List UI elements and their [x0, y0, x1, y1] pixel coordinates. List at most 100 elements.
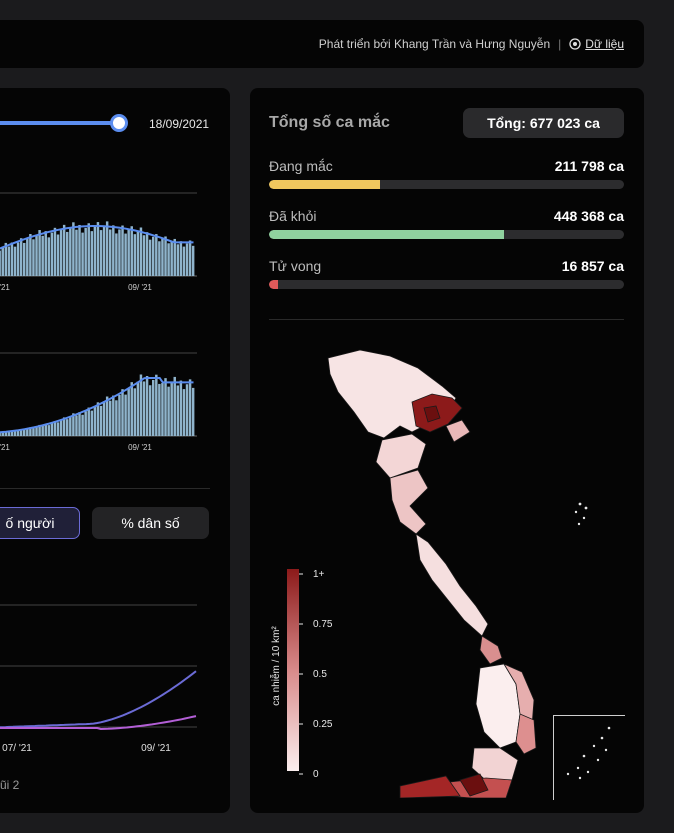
trend-line: [0, 377, 194, 434]
chart-bar: [10, 430, 14, 436]
chart-bar: [127, 388, 130, 436]
chart-bar: [188, 240, 192, 276]
chart-bar: [16, 430, 20, 436]
x-tick-label: 07/ '21: [0, 443, 10, 452]
chart-bar: [1, 246, 4, 276]
chart-bar: [53, 420, 57, 436]
x-tick-label: 07/ '21: [2, 743, 32, 753]
chart-bar: [78, 224, 81, 276]
chart-bar: [105, 396, 109, 436]
chart-bar: [152, 236, 155, 276]
map-region-north-coast: [445, 419, 471, 443]
chart-bar: [81, 232, 84, 276]
chart-bar: [145, 376, 149, 436]
dose-legend-label: n mũi 2: [0, 778, 20, 792]
chart-bar: [133, 234, 137, 276]
chart-bar: [75, 229, 78, 276]
chart-bar: [102, 401, 106, 436]
chart-bar: [115, 233, 118, 276]
chart-bar: [173, 376, 176, 436]
map-region-mekong: [399, 775, 461, 798]
chart-bar: [155, 374, 158, 436]
date-slider-track[interactable]: [0, 121, 117, 125]
chart-bar: [99, 405, 103, 436]
chart-bar: [29, 427, 32, 436]
chart-bar: [109, 400, 112, 436]
total-badge: Tổng: 677 023 ca: [463, 108, 624, 138]
chart-bar: [69, 227, 72, 276]
chart-bar: [121, 225, 124, 276]
x-tick-label: 09/ '21: [128, 283, 152, 292]
x-tick-label: 09/ '21: [128, 443, 152, 452]
chart-bar: [142, 381, 146, 436]
islands-inset: [553, 715, 625, 800]
chart-bar: [118, 229, 121, 276]
chart-bar: [139, 374, 143, 436]
legend-title: ca nhiễm / 10 km²: [269, 626, 282, 706]
chart-bar: [115, 400, 118, 436]
section-divider: [269, 319, 624, 320]
chart-bar: [50, 423, 54, 436]
chart-bar: [161, 383, 164, 436]
chart-bar: [56, 422, 60, 436]
stat-value: 211 798 ca: [554, 158, 624, 174]
chart-bar: [118, 394, 121, 436]
chart-bar: [41, 235, 44, 276]
chart-bar: [56, 234, 60, 276]
chart-bar: [99, 230, 103, 276]
chart-bar: [7, 246, 11, 276]
chart-bar: [72, 222, 75, 276]
people-count-button[interactable]: ố người: [0, 507, 80, 539]
chart-bar: [112, 225, 115, 276]
chart-bar: [0, 432, 1, 436]
stat-value: 448 368 ca: [553, 208, 624, 224]
chart-bar: [158, 383, 161, 436]
chart-bar: [90, 410, 94, 436]
vietnam-case-map[interactable]: [250, 328, 644, 798]
chart-bar: [124, 233, 127, 276]
chart-bar: [102, 225, 106, 276]
data-link-label[interactable]: Dữ liệu: [585, 37, 624, 51]
x-tick-label: 07/ '21: [0, 283, 10, 292]
chart-bar: [35, 234, 38, 276]
chart-bar: [96, 402, 100, 436]
chart-bar: [75, 415, 78, 436]
legend-tick: 0.25: [313, 719, 333, 730]
chart-bar: [16, 242, 20, 276]
stat-value: 16 857 ca: [561, 258, 624, 274]
data-link[interactable]: Dữ liệu: [569, 37, 624, 51]
chart-bar: [173, 238, 176, 276]
chart-bar: [130, 382, 133, 436]
chart-bar: [145, 232, 149, 276]
chart-bar: [23, 429, 26, 436]
chart-bar: [13, 246, 17, 276]
chart-bar: [44, 231, 47, 276]
credit-line: Phát triển bởi Khang Trần và Hưng Nguyễn…: [319, 37, 624, 51]
chart-bar: [170, 241, 173, 276]
top-bar: Phát triển bởi Khang Trần và Hưng Nguyễn…: [0, 20, 644, 68]
chart-bar: [130, 226, 133, 276]
map-region-nghe-an: [389, 469, 429, 535]
map-region-hanoi: [423, 405, 441, 423]
chart-bar: [167, 243, 170, 276]
chart-bar: [26, 428, 29, 436]
chart-bar: [47, 237, 51, 276]
chart-bar: [124, 394, 127, 436]
population-percent-button[interactable]: % dân số: [92, 507, 209, 539]
left-panel: 18/09/2021 07/ '21 09/ '21 07/ '21 09/ '21…: [0, 88, 230, 813]
data-icon: [569, 38, 581, 50]
chart-bar: [127, 229, 130, 276]
chart-bar: [185, 243, 189, 276]
legend-tick: 0.5: [313, 669, 327, 680]
chart-bar: [142, 235, 146, 276]
chart-bar: [164, 236, 167, 276]
chart-bar: [78, 412, 81, 436]
panel-title: Tổng số ca mắc: [269, 114, 390, 131]
chart-bar: [7, 431, 11, 436]
date-slider-handle[interactable]: [110, 114, 128, 132]
chart-bar: [10, 242, 14, 276]
stat-label: Đang mắc: [269, 158, 333, 174]
progress-bar: [269, 180, 624, 189]
chart-bar: [148, 385, 152, 436]
stat-label: Tử vong: [269, 258, 322, 274]
